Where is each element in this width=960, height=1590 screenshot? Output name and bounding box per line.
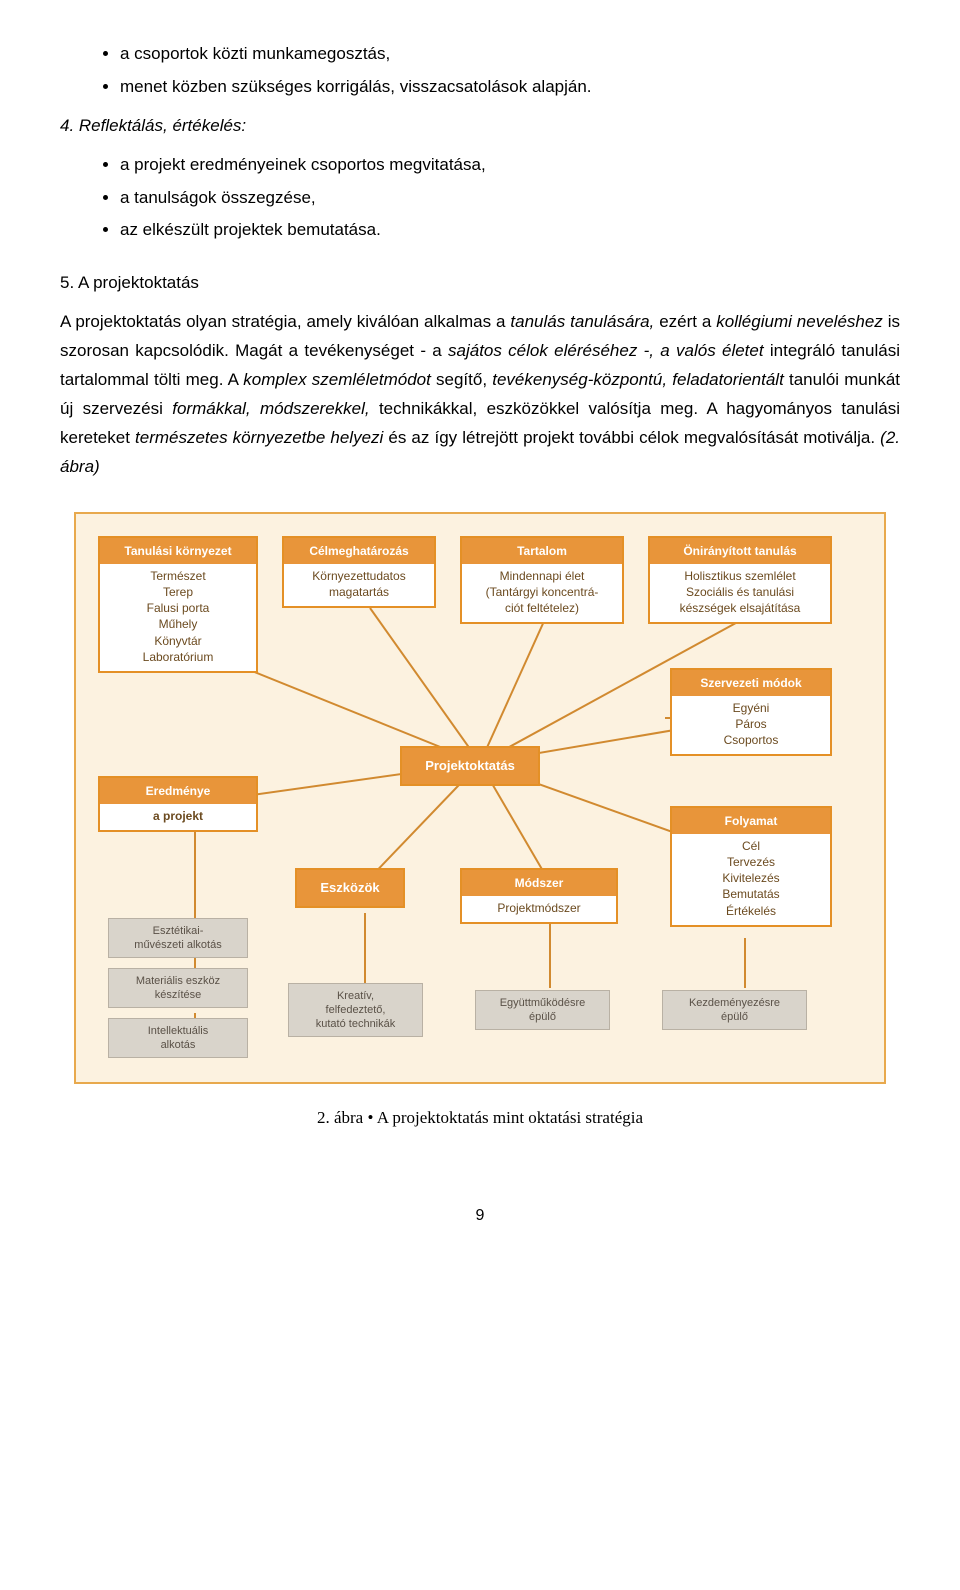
section-5-title: 5. A projektoktatás [60,269,900,298]
list-item: az elkészült projektek bemutatása. [120,216,900,245]
node-grey-material: Materiális eszközkészítése [108,968,248,1009]
node-header: Tanulási környezet [100,538,256,564]
node-content: Tartalom Mindennapi élet(Tantárgyi konce… [460,536,624,625]
node-header: Célmeghatározás [284,538,434,564]
node-grey-intellectual: Intellektuálisalkotás [108,1018,248,1059]
figure-caption: 2. ábra • A projektoktatás mint oktatási… [60,1104,900,1133]
text-italic: formákkal, módszerekkel, [172,399,369,418]
node-grey-creative: Kreatív,felfedeztető,kutató technikák [288,983,423,1038]
text: ezért a [654,312,716,331]
node-body: Holisztikus szemléletSzociális és tanulá… [654,568,826,617]
node-header: Módszer [462,870,616,896]
node-result: Eredménye a projekt [98,776,258,832]
list-item: a csoportok közti munkamegosztás, [120,40,900,69]
node-header: Eredménye [100,778,256,804]
text: és az így létrejött projekt további célo… [383,428,880,447]
text-italic: komplex szemléletmódot [243,370,431,389]
node-grey-initiative: Kezdeményezésreépülő [662,990,807,1031]
text-italic: tanulás tanulására, [510,312,654,331]
node-grey-coop: Együttműködésreépülő [475,990,610,1031]
section-5-paragraph: A projektoktatás olyan stratégia, amely … [60,308,900,481]
list-item: a tanulságok összegzése, [120,184,900,213]
node-central: Projektoktatás [400,746,540,786]
bullet-list-1: a csoportok közti munkamegosztás, menet … [60,40,900,102]
text-italic: sajátos célok eléréséhez -, a valós élet… [448,341,764,360]
node-body: Környezettudatosmagatartás [288,568,430,600]
node-selfdirected: Önirányított tanulás Holisztikus szemlél… [648,536,832,625]
node-header: Tartalom [462,538,622,564]
text-italic: természetes környezetbe helyezi [135,428,383,447]
bullet-list-2: a projekt eredményeinek csoportos megvit… [60,151,900,246]
node-goal: Célmeghatározás Környezettudatosmagatart… [282,536,436,609]
node-header: Folyamat [672,808,830,834]
text-italic: tevékenység-központú, feladatorientált [492,370,784,389]
node-learning-env: Tanulási környezet TermészetTerepFalusi … [98,536,258,673]
diagram: Tanulási környezet TermészetTerepFalusi … [90,528,870,1068]
node-org-modes: Szervezeti módok EgyéniPárosCsoportos [670,668,832,757]
node-header: Szervezeti módok [672,670,830,696]
text: A projektoktatás olyan stratégia, amely … [60,312,510,331]
node-body: a projekt [104,808,252,824]
node-body: TermészetTerepFalusi portaMűhelyKönyvtár… [104,568,252,665]
node-grey-aesthetic: Esztétikai-művészeti alkotás [108,918,248,959]
node-tools: Eszközök [295,868,405,908]
text: segítő, [431,370,492,389]
list-item: a projekt eredményeinek csoportos megvit… [120,151,900,180]
node-body: Mindennapi élet(Tantárgyi koncentrá-ciót… [466,568,618,617]
node-body: EgyéniPárosCsoportos [676,700,826,749]
node-header: Önirányított tanulás [650,538,830,564]
node-body: CélTervezésKivitelezésBemutatásÉrtékelés [676,838,826,919]
text-italic: kollégiumi neveléshez [716,312,883,331]
node-body: Projektmódszer [466,900,612,916]
page-number: 9 [60,1202,900,1229]
section-4-title: 4. Reflektálás, értékelés: [60,112,900,141]
node-method: Módszer Projektmódszer [460,868,618,924]
list-item: menet közben szükséges korrigálás, vissz… [120,73,900,102]
diagram-frame: Tanulási környezet TermészetTerepFalusi … [74,512,886,1084]
node-process: Folyamat CélTervezésKivitelezésBemutatás… [670,806,832,927]
